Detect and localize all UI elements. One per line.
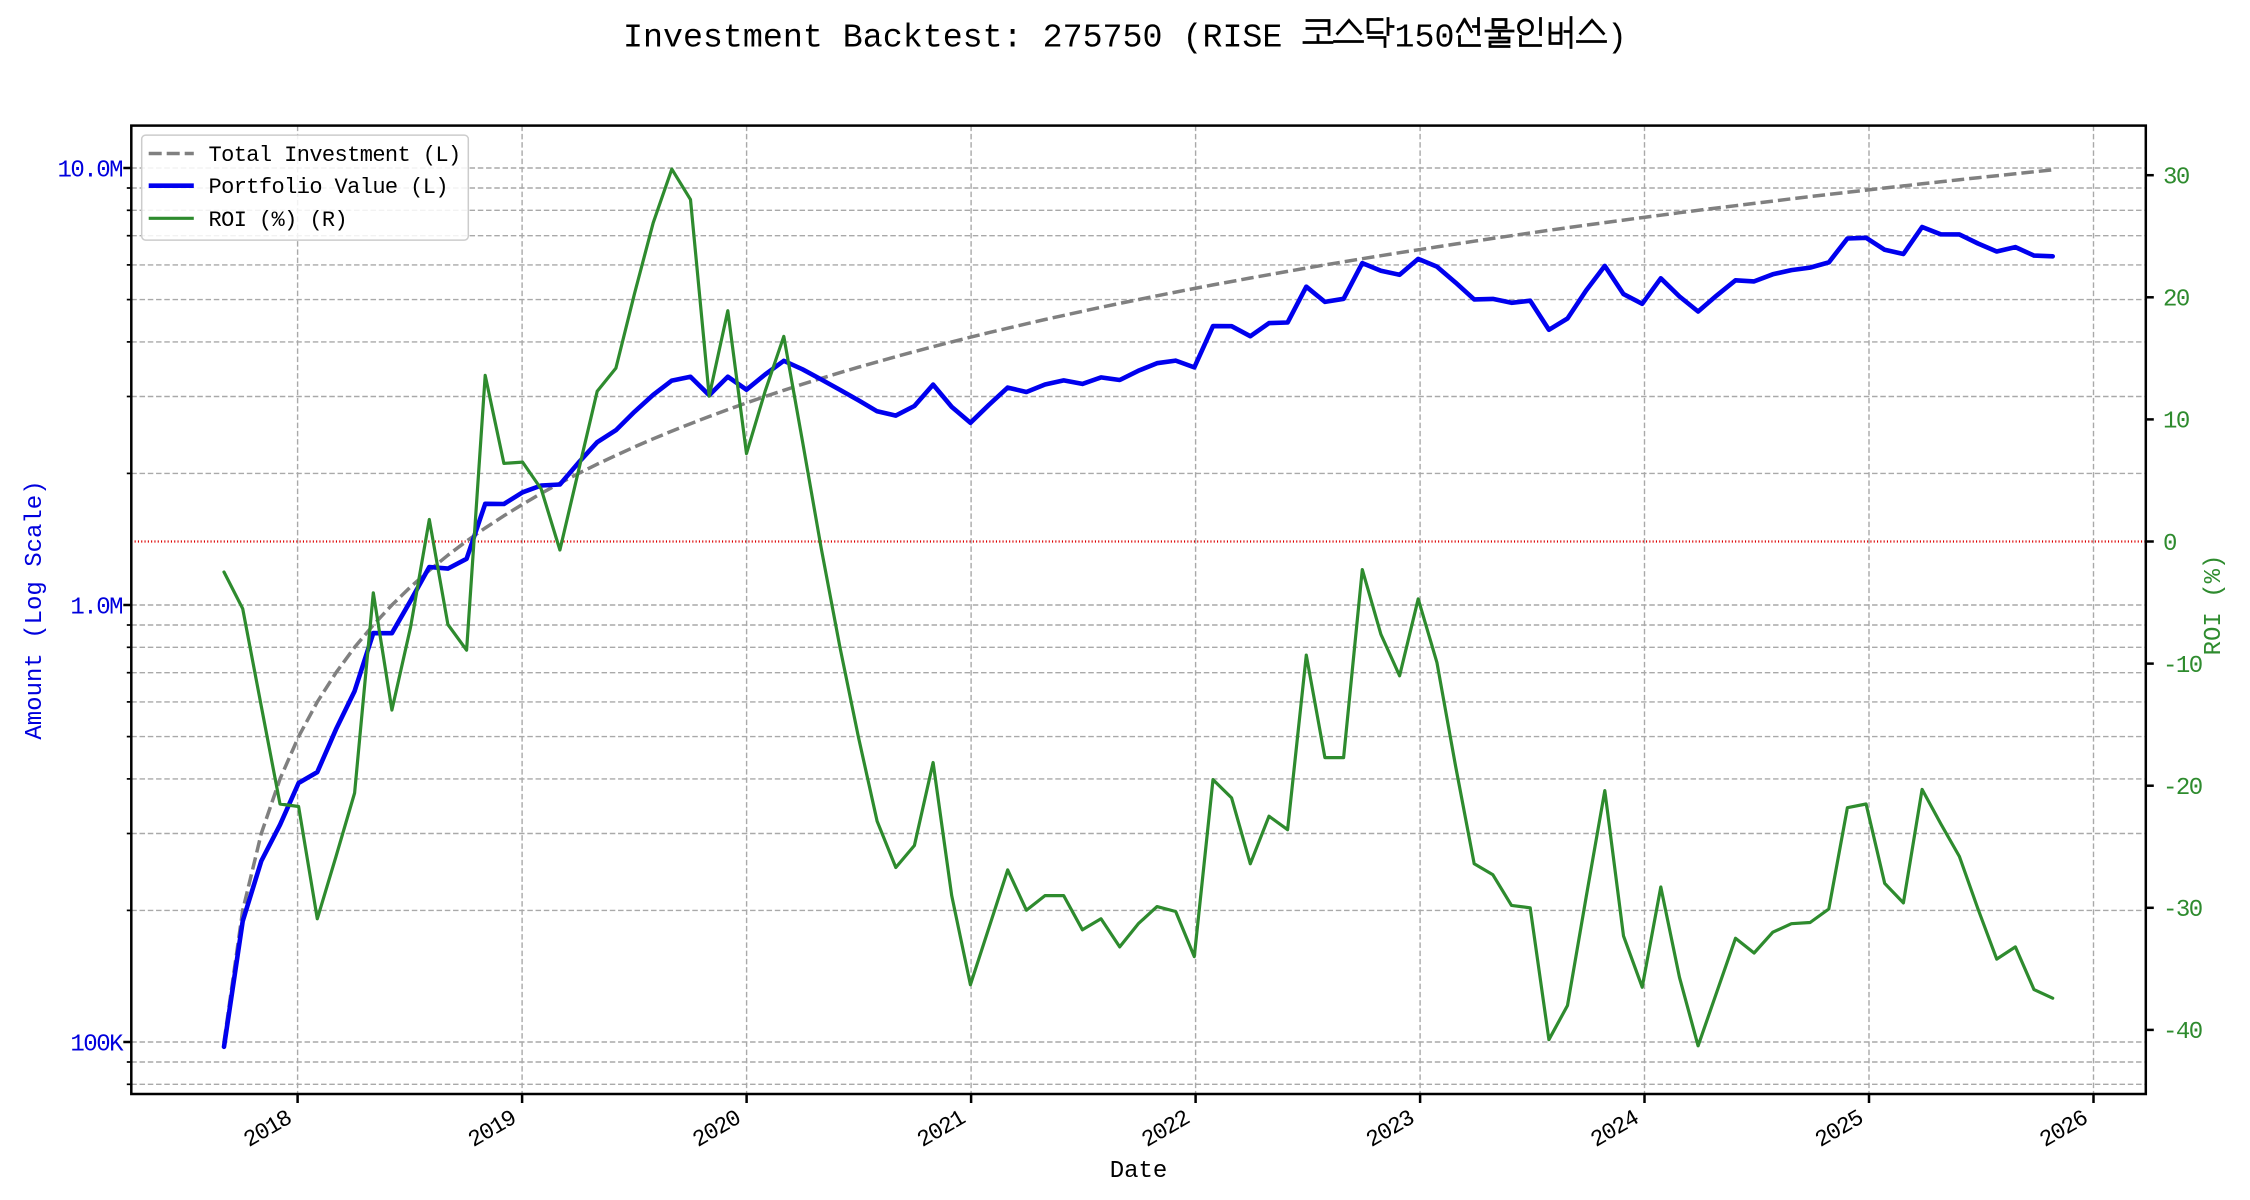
svg-text:0: 0 [2163,531,2176,558]
svg-text:20: 20 [2163,287,2189,314]
svg-text:-10: -10 [2163,653,2202,680]
svg-text:-30: -30 [2163,897,2202,924]
svg-text:Amount (Log Scale): Amount (Log Scale) [22,480,49,739]
svg-text:30: 30 [2163,165,2189,192]
svg-text:ROI (%) (R): ROI (%) (R) [209,208,348,233]
svg-text:-20: -20 [2163,775,2202,802]
svg-text:Portfolio Value (L): Portfolio Value (L) [209,175,448,200]
svg-text:10: 10 [2163,409,2189,436]
svg-text:ROI (%): ROI (%) [2201,555,2228,656]
svg-text:1.0M: 1.0M [70,594,122,621]
svg-text:150: 150 [1395,19,1455,57]
svg-text:Date: Date [1110,1158,1168,1185]
svg-text:): ) [1607,19,1627,57]
svg-text:10.0M: 10.0M [57,157,122,184]
svg-text:100K: 100K [70,1031,124,1058]
svg-text:-40: -40 [2163,1019,2202,1046]
svg-text:Total Investment (L): Total Investment (L) [209,143,461,168]
svg-text:Investment Backtest: 275750 (R: Investment Backtest: 275750 (RISE [623,19,1302,57]
